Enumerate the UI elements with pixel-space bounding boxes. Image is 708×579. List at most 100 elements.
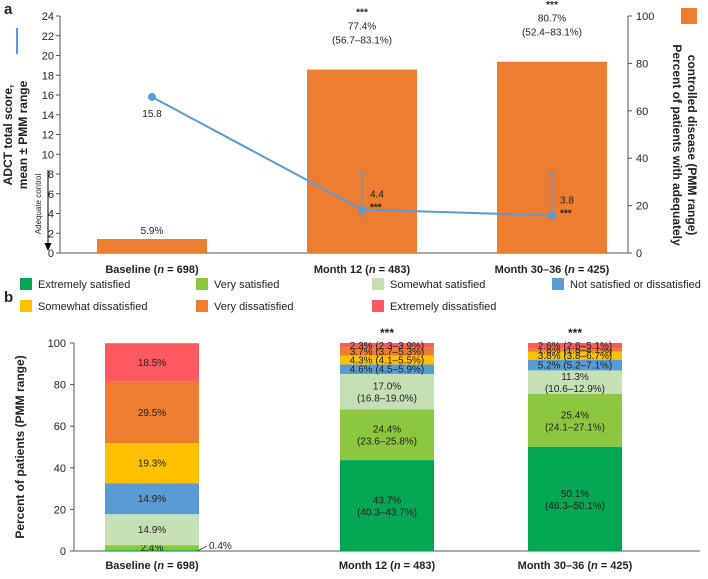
segment-range-label: (10.6–12.9%) [545,384,605,395]
legend-label: Extremely dissatisfied [390,301,496,313]
stack-significance: *** [568,326,582,340]
y-axis-title: Percent of patients (PMM range) [13,355,27,538]
threshold-arrow-head [44,243,52,251]
y-right-tick-label: 80 [636,58,648,70]
legend-label: Somewhat satisfied [390,279,485,291]
segment-label: 43.7% [373,496,401,507]
bar-range-label: (56.7–83.1%) [332,36,392,47]
stack-segment [340,460,434,551]
legend-label: Not satisfied or dissatisfied [570,279,701,291]
leader-line [196,545,208,552]
stack-segment [105,514,199,546]
adct-point [548,211,556,220]
legend-swatch [20,300,32,312]
y-right-tick-label: 20 [636,201,648,213]
stack-segment [105,343,199,382]
y-left-tick-label: 4 [48,209,54,221]
legend-bar-swatch [681,8,697,24]
y-right-tick-label: 60 [636,106,648,118]
y-right-tick-label: 0 [636,248,642,260]
y-left-tick-label: 12 [42,130,54,142]
adct-value-label: 4.4 [370,190,384,201]
stack-segment [340,364,434,374]
stack-segment [105,545,199,551]
segment-range-label: (46.3–50.1%) [545,501,605,512]
y-left-tick-label: 18 [42,70,54,82]
panel-a: a0246810121416182022240204060801005.9%**… [1,0,699,276]
segment-label: 2.4% [141,543,164,554]
threshold-label: Adequate control [34,174,43,235]
stack-segment [528,348,622,352]
segment-label: 24.4% [373,425,401,436]
segment-label: 2.3% (2.3–3.9%) [350,341,425,352]
legend-swatch [196,300,208,312]
stack-segment [105,483,199,515]
stack-segment [528,359,622,371]
x-category-label: Month 30–36 (n = 425) [518,560,633,572]
segment-label: 14.9% [138,525,166,536]
segment-label: 4.6% (4.5–5.9%) [350,365,425,376]
legend-label: Very dissatisfied [214,301,293,313]
x-category-label: Baseline (n = 698) [105,264,199,276]
stack-segment [340,373,434,410]
segment-label: 29.5% [138,408,166,419]
segment-label: 14.9% [138,494,166,505]
segment-label: 4.3% (4.1–5.5%) [350,355,425,366]
segment-label: 25.4% [561,410,589,421]
bar-significance: *** [546,0,558,11]
y-left-tick-label: 8 [48,169,54,181]
stack-segment [528,370,622,394]
y-left-tick-label: 6 [48,189,54,201]
segment-range-label: (24.1–27.1%) [545,422,605,433]
y-right-tick-label: 100 [636,11,654,23]
segment-label: 5.2% (5.2–7.1%) [538,361,613,372]
legend-swatch [372,278,384,290]
legend-swatch [372,300,384,312]
adct-value-label: 15.8 [142,109,162,120]
bar-value-label: 77.4% [348,22,376,33]
stack-segment [105,381,199,444]
segment-label: 0.4% [209,541,232,552]
y-tick-label: 80 [54,380,66,392]
stack-segment [528,393,622,447]
segment-label: 17.0% [373,382,401,393]
y-left-title-line1: ADCT total score, [1,85,15,186]
y-left-tick-label: 24 [42,11,54,23]
y-tick-label: 40 [54,463,66,475]
bar-value-label: 80.7% [538,14,566,25]
legend-swatch [552,278,564,290]
y-left-tick-label: 16 [42,90,54,102]
y-tick-label: 0 [60,546,66,558]
legend-label: Extremely satisfied [38,279,130,291]
bar-value-label: 5.9% [141,226,164,237]
y-right-title-line1: Percent of patients with adequately [670,44,684,246]
y-tick-label: 100 [48,338,66,350]
adct-significance: *** [370,203,382,214]
y-left-tick-label: 22 [42,31,54,43]
legend-label: Somewhat dissatisfied [38,301,147,313]
segment-label: 11.3% [561,372,589,383]
stack-segment [340,409,434,461]
panel-label: a [4,1,13,18]
segment-label: 3.8% (3.8–6.7%) [538,351,613,362]
x-category-label: Month 12 (n = 483) [339,560,436,572]
segment-label: 1.6% (1.6–4.7%) [538,346,613,357]
segment-label: 2.6% (2.6–5.1%) [538,341,613,352]
bar [497,61,607,254]
y-left-tick-label: 14 [42,110,54,122]
legend-swatch [196,278,208,290]
segment-label: 3.7% (3.7–5.3%) [350,347,425,358]
segment-range-label: (23.6–25.8%) [357,437,417,448]
y-tick-label: 60 [54,421,66,433]
y-left-tick-label: 2 [48,228,54,240]
stack-segment [528,446,622,551]
y-tick-label: 20 [54,504,66,516]
bar [97,239,207,253]
segment-label: 19.3% [138,459,166,470]
y-right-title-line2: controlled disease (PMM range) [685,55,699,236]
legend-swatch [20,278,32,290]
stack-segment [105,443,199,484]
y-left-tick-label: 10 [42,149,54,161]
y-left-tick-label: 0 [48,248,54,260]
